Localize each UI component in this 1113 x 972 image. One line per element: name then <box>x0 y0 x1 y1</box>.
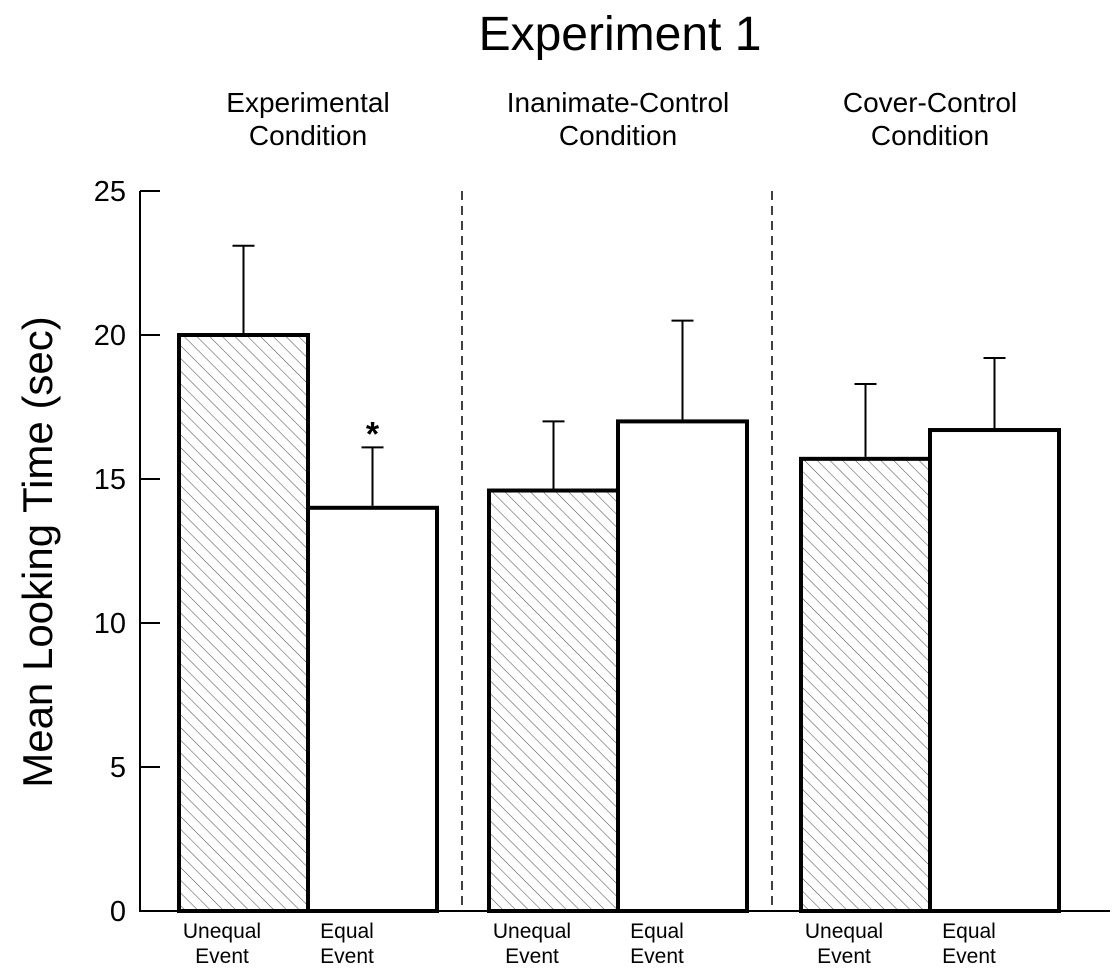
x-tick-label: Unequal Event <box>493 920 571 968</box>
x-tick-label: Equal Event <box>942 920 996 968</box>
group-labels: Experimental Condition Inanimate-Control Co… <box>226 87 1017 151</box>
y-axis-label: Mean Looking Time (sec) <box>14 316 61 788</box>
y-tick-label: 5 <box>110 752 126 784</box>
y-tick-label: 15 <box>94 464 126 496</box>
x-tick-label: Equal Event <box>630 920 684 968</box>
y-tick-label: 0 <box>110 896 126 928</box>
bar-open <box>928 428 1061 913</box>
group-label: Experimental Condition <box>226 87 389 151</box>
x-tick-labels: Unequal Event Equal Event Unequal Event Equal E… <box>183 920 996 968</box>
bar-open <box>306 505 439 913</box>
bar-open <box>616 419 749 913</box>
y-tick-label: 20 <box>94 320 126 352</box>
significance-asterisk: * <box>366 415 380 453</box>
group-label: Cover-Control Condition <box>843 87 1017 151</box>
bar-hatched <box>177 333 310 913</box>
y-tick-label: 10 <box>94 608 126 640</box>
chart-title: Experiment 1 <box>479 8 762 61</box>
group-dividers <box>461 191 773 911</box>
bars <box>177 333 1061 913</box>
y-tick-label: 25 <box>94 176 126 208</box>
group-label: Inanimate-Control Condition <box>507 87 730 151</box>
y-ticks: 0 5 10 15 20 25 <box>94 176 160 928</box>
significance-markers: * <box>366 415 380 453</box>
x-tick-label: Equal Event <box>320 920 374 968</box>
x-tick-label: Unequal Event <box>805 920 883 968</box>
bar-hatched <box>799 456 932 913</box>
x-tick-label: Unequal Event <box>183 920 261 968</box>
bar-hatched <box>487 488 620 913</box>
error-bars <box>232 244 1006 506</box>
